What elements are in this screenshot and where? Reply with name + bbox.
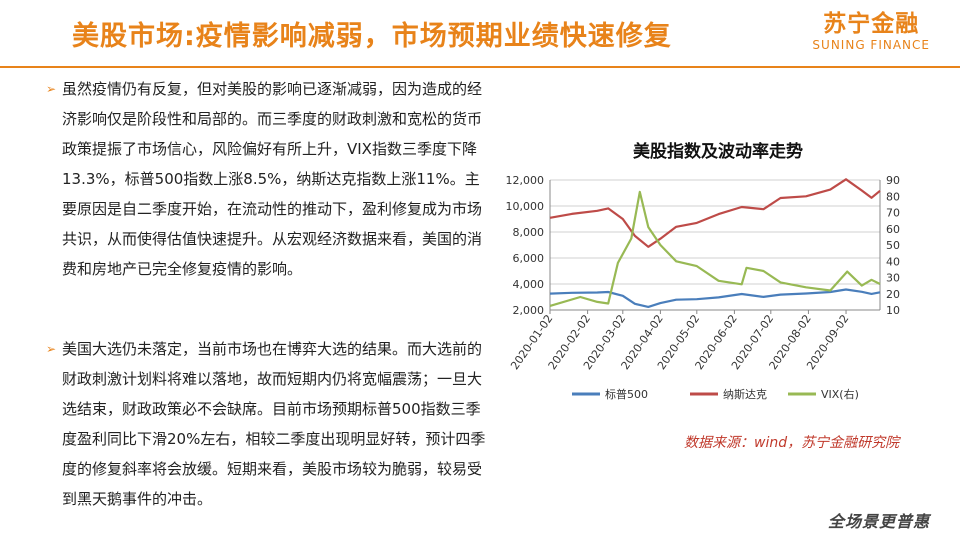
chart-axes: 2,000 4,000 6,000 8,000 10,000 12,000 10 20 30 40… [506, 174, 901, 372]
y-right-tick-label: 80 [886, 190, 900, 203]
bullet-arrow-icon: ➢ [46, 342, 57, 356]
legend-label: VIX(右) [821, 387, 859, 401]
page-title: 美股市场:疫情影响减弱，市场预期业绩快速修复 [72, 21, 672, 52]
y-right-tick-label: 10 [886, 304, 900, 317]
series-line-0 [549, 288, 881, 308]
y-right-tick-label: 50 [886, 239, 900, 252]
source-note: 数据来源：wind，苏宁金融研究院 [684, 435, 900, 451]
legend-label: 标普500 [605, 387, 648, 401]
footer-slogan-logo: 全场景更普惠 [827, 512, 930, 531]
paragraph-2-text: 美国大选仍未落定，当前市场也在博弈大选的结果。而大选前的财政刺激计划料将难以落地… [62, 340, 486, 508]
chart-series [549, 178, 881, 308]
header-divider [0, 66, 960, 68]
y-right-tick-label: 30 [886, 272, 900, 285]
series-line-1 [549, 178, 881, 248]
logo-chinese: 苏宁金融 [823, 11, 920, 37]
bullet-arrow-icon: ➢ [46, 82, 57, 96]
chart-title: 美股指数及波动率走势 [633, 142, 803, 162]
y-left-tick-label: 12,000 [506, 174, 545, 187]
y-left-tick-label: 2,000 [513, 304, 545, 317]
y-right-tick-label: 20 [886, 288, 900, 301]
paragraph-1-text: 虽然疫情仍有反复，但对美股的影响已逐渐减弱，因为造成的经济影响仅是阶段性和局部的… [62, 80, 483, 278]
y-right-tick-label: 60 [886, 223, 900, 236]
chart-legend: 标普500 纳斯达克 VIX(右) [572, 387, 859, 401]
brand-logo: 苏宁金融 SUNING FINANCE [812, 10, 930, 52]
legend-label: 纳斯达克 [723, 388, 767, 401]
y-left-tick-label: 4,000 [513, 278, 545, 291]
y-left-tick-label: 8,000 [513, 226, 545, 239]
y-left-tick-label: 6,000 [513, 252, 545, 265]
y-right-tick-label: 40 [886, 255, 900, 268]
paragraph-1: ➢ 虽然疫情仍有反复，但对美股的影响已逐渐减弱，因为造成的经济影响仅是阶段性和局… [46, 74, 490, 284]
y-right-tick-label: 70 [886, 207, 900, 220]
line-chart: 2,000 4,000 6,000 8,000 10,000 12,000 10 20 30 40… [506, 174, 901, 401]
series-line-2 [549, 190, 881, 307]
logo-english: SUNING FINANCE [812, 38, 930, 52]
paragraph-2: ➢ 美国大选仍未落定，当前市场也在博弈大选的结果。而大选前的财政刺激计划料将难以… [46, 334, 490, 514]
y-left-tick-label: 10,000 [506, 200, 545, 213]
y-right-tick-label: 90 [886, 174, 900, 187]
